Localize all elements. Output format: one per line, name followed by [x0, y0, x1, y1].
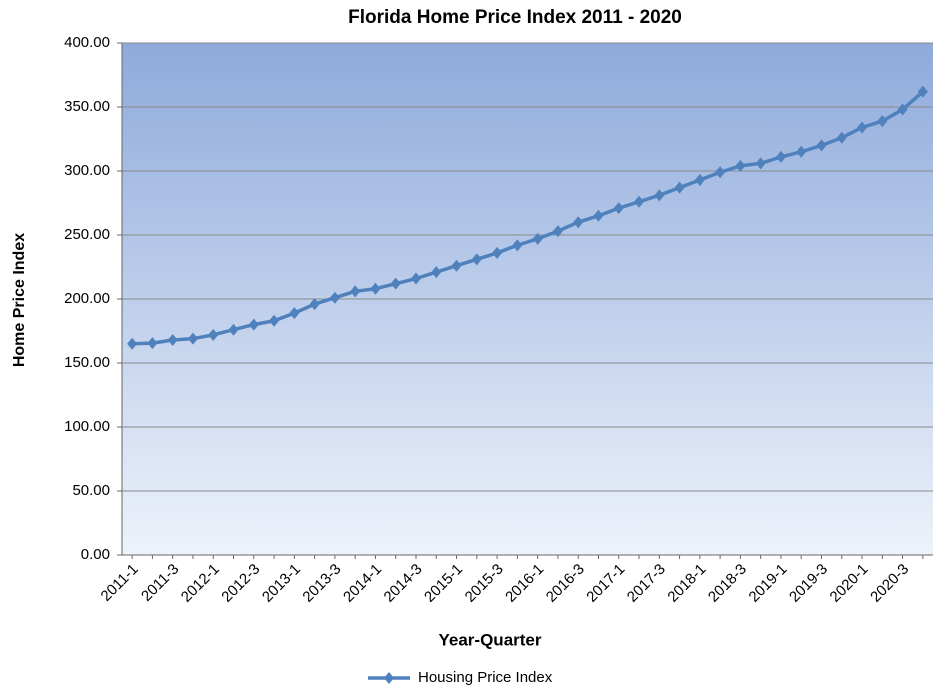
- marker: [350, 285, 361, 298]
- marker: [755, 157, 766, 170]
- x-tick-label: 2011-3: [138, 561, 182, 605]
- marker: [492, 246, 503, 259]
- marker: [390, 277, 401, 290]
- x-tick-label: 2019-1: [746, 561, 791, 606]
- y-tick-label: 150.00: [64, 354, 110, 371]
- x-tick-label: 2012-1: [178, 561, 223, 606]
- marker: [167, 333, 178, 346]
- y-tick-label: 100.00: [64, 418, 110, 435]
- marker: [654, 189, 665, 202]
- marker: [289, 307, 300, 320]
- marker: [329, 291, 340, 304]
- marker: [208, 328, 219, 341]
- x-tick-label: 2013-1: [259, 561, 304, 606]
- marker: [309, 298, 320, 311]
- x-tick-label: 2012-3: [218, 561, 263, 606]
- legend-marker: [384, 672, 394, 684]
- x-tick-label: 2014-1: [340, 561, 385, 606]
- marker: [877, 115, 888, 128]
- marker: [836, 131, 847, 144]
- marker: [512, 239, 523, 252]
- y-tick-label: 0.00: [81, 546, 110, 563]
- marker: [634, 195, 645, 208]
- marker: [735, 159, 746, 172]
- marker: [248, 318, 259, 331]
- marker: [471, 253, 482, 266]
- marker: [451, 259, 462, 272]
- marker: [410, 272, 421, 285]
- marker: [674, 181, 685, 194]
- chart-title: Florida Home Price Index 2011 - 2020: [348, 7, 682, 28]
- y-tick-label: 350.00: [64, 98, 110, 115]
- x-tick-label: 2018-1: [664, 561, 709, 606]
- marker: [431, 266, 442, 279]
- marker: [775, 150, 786, 163]
- marker: [593, 209, 604, 222]
- line: [132, 90, 925, 346]
- x-tick-label: 2015-1: [421, 561, 466, 606]
- marker: [187, 332, 198, 345]
- x-tick-label: 2017-1: [583, 561, 628, 606]
- marker: [552, 225, 563, 238]
- marker: [573, 216, 584, 229]
- x-tick-label: 2016-1: [502, 561, 547, 606]
- x-tick-label: 2015-3: [462, 561, 507, 606]
- marker: [228, 323, 239, 336]
- y-tick-label: 250.00: [64, 226, 110, 243]
- x-tick-label: 2020-3: [867, 561, 912, 606]
- marker: [715, 166, 726, 179]
- marker: [857, 121, 868, 134]
- marker: [613, 202, 624, 215]
- y-tick-label: 300.00: [64, 162, 110, 179]
- marker: [269, 314, 280, 327]
- marker: [127, 337, 138, 350]
- x-tick-label: 2013-3: [299, 561, 344, 606]
- marker: [694, 173, 705, 186]
- x-axis-title: Year-Quarter: [439, 630, 542, 649]
- x-tick-label: 2017-3: [624, 561, 669, 606]
- marker: [897, 103, 908, 116]
- marker: [816, 139, 827, 152]
- y-tick-label: 200.00: [64, 290, 110, 307]
- marker: [370, 282, 381, 295]
- x-tick-label: 2020-1: [827, 561, 872, 606]
- x-tick-label: 2014-3: [381, 561, 426, 606]
- y-tick-label: 400.00: [64, 34, 110, 51]
- marker: [147, 337, 158, 350]
- marker: [796, 145, 807, 158]
- x-tick-label: 2019-3: [786, 561, 831, 606]
- marker: [917, 85, 928, 98]
- x-tick-label: 2011-1: [98, 561, 142, 605]
- y-axis-title: Home Price Index: [11, 233, 28, 367]
- x-tick-label: 2016-3: [543, 561, 588, 606]
- legend-label: Housing Price Index: [418, 669, 553, 686]
- x-tick-label: 2018-3: [705, 561, 750, 606]
- y-tick-label: 50.00: [72, 482, 110, 499]
- marker: [532, 232, 543, 245]
